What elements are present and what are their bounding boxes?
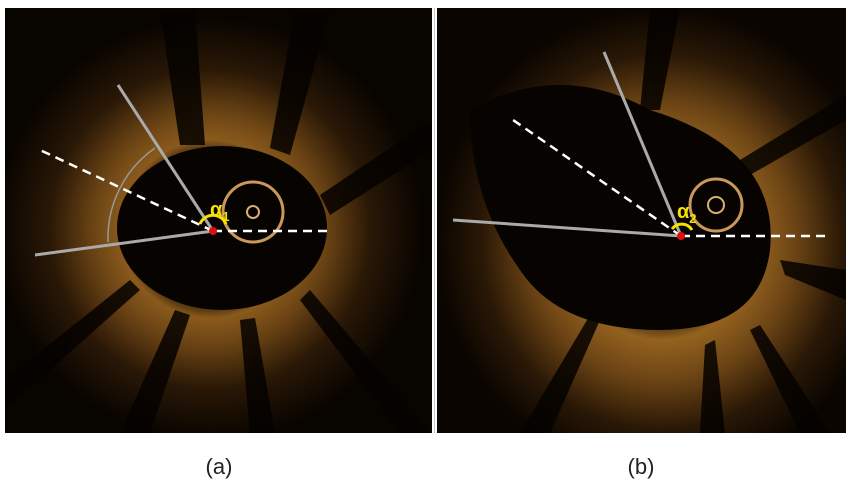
panel-b: α2 [437, 8, 846, 433]
angle-symbol: α [677, 201, 690, 223]
panel-a: α1 [5, 8, 432, 433]
angle-subscript: 1 [222, 209, 229, 224]
angle-subscript: 2 [689, 211, 696, 226]
center-point [209, 227, 217, 235]
lumen [117, 146, 327, 310]
panel-caption: (b) [628, 454, 655, 479]
panel-caption: (a) [206, 454, 233, 479]
center-point [677, 232, 685, 240]
figure: α1 α2 (a) (b) [0, 0, 848, 483]
angle-symbol: α [210, 199, 223, 221]
